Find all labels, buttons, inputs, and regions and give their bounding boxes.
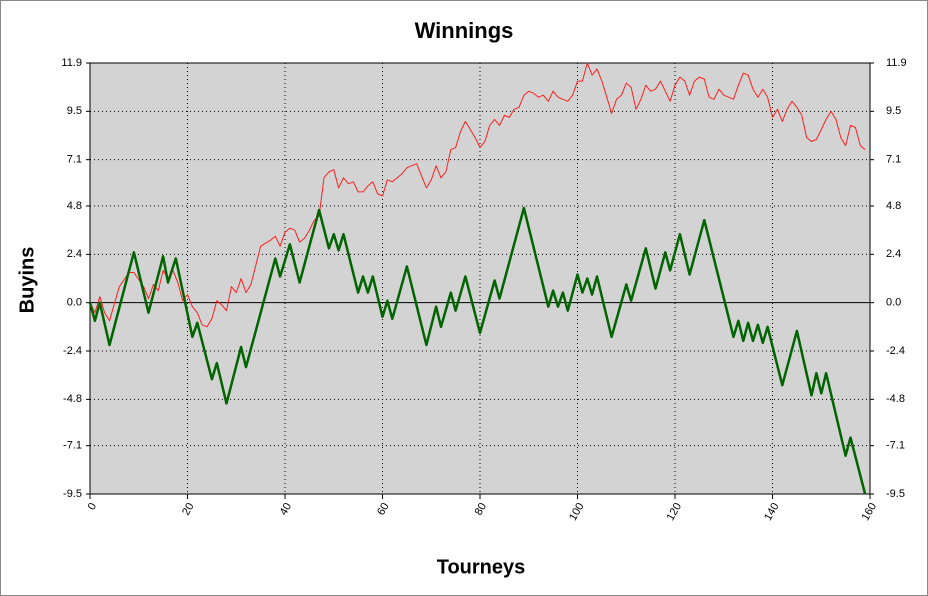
y2-tick-label: 0.0 xyxy=(886,297,901,309)
y-tick-label: -2.4 xyxy=(63,345,82,357)
y-tick-label: 2.4 xyxy=(67,248,82,260)
y2-tick-label: -2.4 xyxy=(886,345,905,357)
y2-tick-label: 2.4 xyxy=(886,248,901,260)
y2-tick-label: -7.1 xyxy=(886,440,905,452)
y-tick-label: 9.5 xyxy=(67,105,82,117)
y2-tick-label: 7.1 xyxy=(886,154,901,166)
y2-tick-label: 9.5 xyxy=(886,105,901,117)
chart-title: Winnings xyxy=(415,18,514,43)
plot-area xyxy=(89,62,871,495)
y2-tick-label: 11.9 xyxy=(886,57,907,69)
x-axis-title: Tourneys xyxy=(437,556,526,578)
y-tick-label: -4.8 xyxy=(63,393,82,405)
y-axis-title: Buyins xyxy=(16,247,38,314)
series-line xyxy=(89,62,866,328)
y-tick-label: 7.1 xyxy=(67,154,82,166)
y2-tick-label: -4.8 xyxy=(886,393,905,405)
x-tick-label: 80 xyxy=(473,501,490,518)
y2-tick-label: -9.5 xyxy=(886,488,905,500)
series-line xyxy=(88,206,867,495)
y-tick-label: 11.9 xyxy=(61,57,82,69)
y-tick-label: 4.8 xyxy=(67,200,82,212)
y2-tick-label: 4.8 xyxy=(886,200,901,212)
x-tick-label: 20 xyxy=(180,501,197,518)
x-tick-label: 60 xyxy=(375,501,392,518)
y-tick-label: -7.1 xyxy=(63,440,82,452)
y-tick-label: -9.5 xyxy=(63,488,82,500)
x-tick-label: 0 xyxy=(86,501,99,512)
x-tick-label: 40 xyxy=(278,501,295,518)
y-tick-label: 0.0 xyxy=(67,297,82,309)
